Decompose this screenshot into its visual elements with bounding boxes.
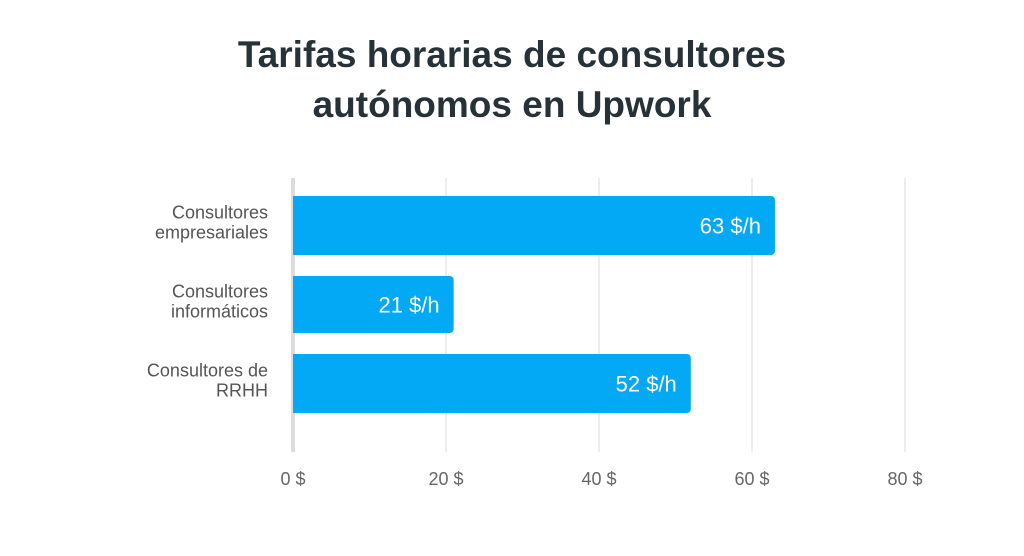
x-tick-label: 0 $ xyxy=(280,469,305,489)
bar-left-edge xyxy=(293,276,299,333)
bar-left-edge xyxy=(293,354,299,413)
category-label: RRHH xyxy=(216,381,268,401)
category-label: empresariales xyxy=(155,223,268,243)
bar-left-edge xyxy=(293,196,299,255)
bar xyxy=(293,276,454,333)
category-label: informáticos xyxy=(171,302,268,322)
title-line-1: Tarifas horarias de consultores xyxy=(237,34,787,75)
data-label: 21 $/h xyxy=(378,293,439,318)
x-tick-label: 60 $ xyxy=(734,469,769,489)
data-label: 52 $/h xyxy=(616,372,677,397)
chart-title: Tarifas horarias de consultores autónomo… xyxy=(0,30,1024,130)
x-tick-label: 80 $ xyxy=(887,469,922,489)
title-line-2: autónomos en Upwork xyxy=(312,84,712,125)
x-tick-label: 40 $ xyxy=(581,469,616,489)
x-tick-label: 20 $ xyxy=(428,469,463,489)
bar xyxy=(293,196,775,255)
data-label: 63 $/h xyxy=(700,214,761,239)
category-label: Consultores xyxy=(172,282,268,302)
category-label: Consultores xyxy=(172,203,268,223)
category-label: Consultores de xyxy=(147,361,268,381)
bar xyxy=(293,354,691,413)
